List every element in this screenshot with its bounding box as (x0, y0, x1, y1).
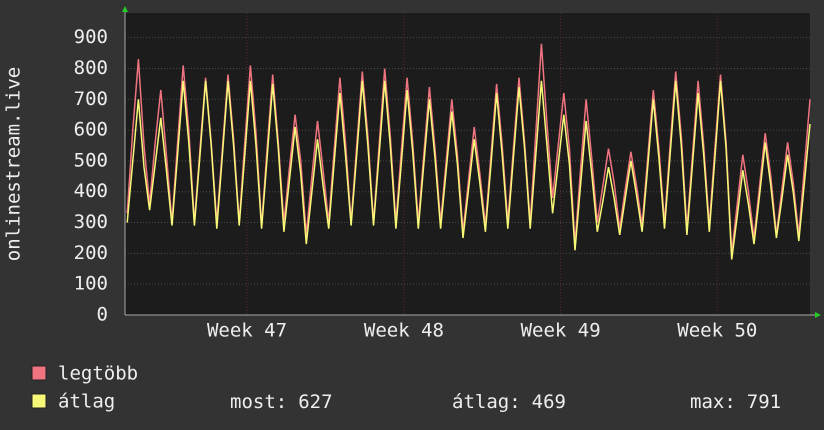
stat: max: 791 (690, 391, 781, 413)
legend-label: átlag (58, 391, 115, 413)
plot (125, 13, 811, 316)
y-tick-label: 400 (74, 180, 108, 202)
stat: most: 627 (230, 391, 333, 413)
stat-value: 791 (747, 391, 781, 413)
x-tick-label: Week 48 (364, 320, 444, 342)
y-tick-label: 300 (74, 211, 108, 233)
y-arrow (122, 6, 128, 12)
stat-label: most: (230, 391, 287, 413)
legend-label: legtöbb (58, 363, 138, 385)
y-tick-label: 200 (74, 242, 108, 264)
stat-value: 627 (298, 391, 332, 413)
y-tick-label: 0 (97, 304, 108, 326)
y-tick-label: 100 (74, 273, 108, 295)
stat-label: max: (690, 391, 736, 413)
plot-area (125, 13, 810, 315)
y-axis-label: onlinestream.live (3, 67, 25, 261)
y-tick-label: 600 (74, 119, 108, 141)
stat-value: 469 (532, 391, 566, 413)
x-tick-label: Week 47 (207, 320, 287, 342)
y-tick-label: 700 (74, 88, 108, 110)
stat-label: átlag: (452, 391, 521, 413)
series-line (126, 80, 811, 260)
y-tick-label: 800 (74, 57, 108, 79)
y-tick-label: 500 (74, 149, 108, 171)
legend-swatch (31, 393, 47, 409)
y-tick-label: 900 (74, 26, 108, 48)
x-tick-label: Week 50 (677, 320, 757, 342)
x-arrow (815, 312, 821, 318)
x-tick-label: Week 49 (521, 320, 601, 342)
legend-swatch (31, 365, 47, 381)
stat: átlag: 469 (452, 391, 566, 413)
